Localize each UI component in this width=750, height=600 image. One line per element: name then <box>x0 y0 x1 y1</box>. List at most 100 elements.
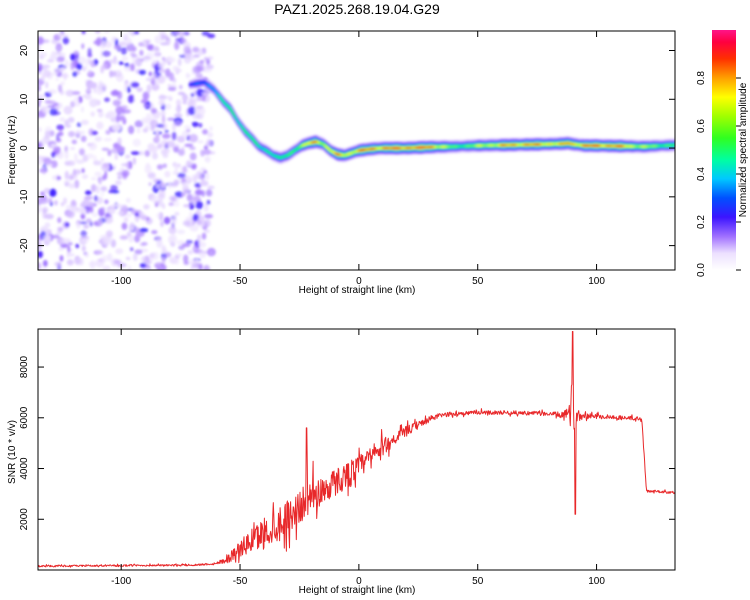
noise-blob <box>198 122 203 128</box>
noise-blob <box>49 188 57 197</box>
noise-blob <box>126 231 131 237</box>
colorbar-ticks: 0.0 0.2 0.4 0.6 0.8 <box>696 71 741 277</box>
noise-blob <box>203 264 210 270</box>
noise-blob <box>165 68 171 78</box>
noise-blob <box>42 259 48 267</box>
noise-blob <box>139 49 144 56</box>
ridge-segment <box>217 94 221 97</box>
noise-blob <box>162 163 167 169</box>
noise-blob <box>63 105 73 115</box>
noise-blob <box>126 213 132 217</box>
ridge-segment <box>218 96 222 99</box>
noise-blob <box>176 229 186 235</box>
noise-blob <box>118 115 126 122</box>
noise-blob <box>75 243 80 249</box>
colorbar-label: Normalized spectral amplitude <box>738 82 749 217</box>
noise-blob <box>67 160 76 166</box>
noise-blob <box>133 60 136 66</box>
noise-blob <box>109 70 113 78</box>
noise-blob <box>201 232 207 240</box>
noise-blob <box>206 56 214 60</box>
noise-blob <box>67 242 73 246</box>
snr-frame <box>37 328 676 571</box>
noise-blob <box>101 63 108 70</box>
noise-blob <box>191 121 199 128</box>
noise-blob <box>114 70 122 78</box>
noise-blob <box>156 123 165 128</box>
ridge-segment <box>238 123 242 126</box>
noise-blob <box>151 62 155 69</box>
colorbar-tick-label: 0.2 <box>696 215 707 229</box>
colorbar-bar <box>712 30 736 270</box>
noise-blob <box>74 179 80 189</box>
noise-blob <box>127 95 134 104</box>
noise-blob <box>203 205 209 212</box>
noise-blob <box>73 96 80 105</box>
noise-blob <box>125 197 131 203</box>
colorbar-tick-label: 0.4 <box>696 167 707 181</box>
noise-blob <box>73 168 77 176</box>
noise-blob <box>115 248 124 255</box>
noise-blob <box>83 224 89 230</box>
noise-blob <box>88 261 95 267</box>
noise-blob <box>134 249 143 255</box>
noise-blob <box>155 184 160 188</box>
noise-blob <box>101 206 106 212</box>
noise-blob <box>81 199 91 207</box>
noise-blob <box>56 133 60 141</box>
colorbar-tick-label: 0.8 <box>696 71 707 85</box>
noise-blob <box>89 221 94 227</box>
noise-blob <box>192 98 200 102</box>
noise-blob <box>50 72 60 76</box>
noise-blob <box>108 189 114 194</box>
noise-blob <box>145 77 153 82</box>
noise-blob <box>172 170 179 175</box>
noise-blob <box>103 137 113 142</box>
noise-blob <box>42 234 51 241</box>
noise-blob <box>165 103 172 110</box>
ridge-segment <box>235 119 239 122</box>
ridge-segment <box>234 116 238 120</box>
noise-blob <box>52 175 58 181</box>
noise-blob <box>158 189 166 198</box>
noise-blob <box>189 225 199 232</box>
noise-blob <box>207 132 214 138</box>
noise-blob <box>164 129 169 133</box>
noise-blob <box>141 242 148 246</box>
noise-blob <box>70 101 75 108</box>
noise-blob <box>38 158 42 165</box>
spectrogram-noise-blobs <box>38 31 216 270</box>
noise-blob <box>93 87 97 94</box>
noise-blob <box>56 56 65 63</box>
noise-blob <box>117 175 122 180</box>
noise-blob <box>174 163 179 172</box>
noise-blob <box>40 105 46 113</box>
noise-blob <box>58 31 63 39</box>
noise-blob <box>123 216 129 223</box>
noise-blob <box>110 184 118 191</box>
noise-blob <box>59 117 65 122</box>
noise-blob <box>70 61 75 71</box>
noise-blob <box>156 74 166 84</box>
noise-blob <box>158 212 164 221</box>
noise-blob <box>190 93 195 97</box>
colorbar-tick-label: 0.6 <box>696 119 707 133</box>
noise-blob <box>150 195 159 203</box>
noise-blob <box>148 182 152 187</box>
noise-blob <box>94 31 101 34</box>
noise-blob <box>182 220 191 226</box>
noise-blob <box>69 147 76 150</box>
noise-blob <box>65 89 75 97</box>
noise-blob <box>205 189 213 197</box>
noise-blob <box>118 61 124 65</box>
noise-blob <box>102 163 110 168</box>
noise-blob <box>160 34 165 41</box>
noise-blob <box>125 256 131 261</box>
noise-blob <box>57 237 67 245</box>
noise-blob <box>161 256 166 265</box>
noise-blob <box>180 38 187 44</box>
noise-blob <box>101 147 110 151</box>
noise-blob <box>138 69 146 75</box>
noise-blob <box>190 266 194 270</box>
noise-blob <box>152 152 158 160</box>
